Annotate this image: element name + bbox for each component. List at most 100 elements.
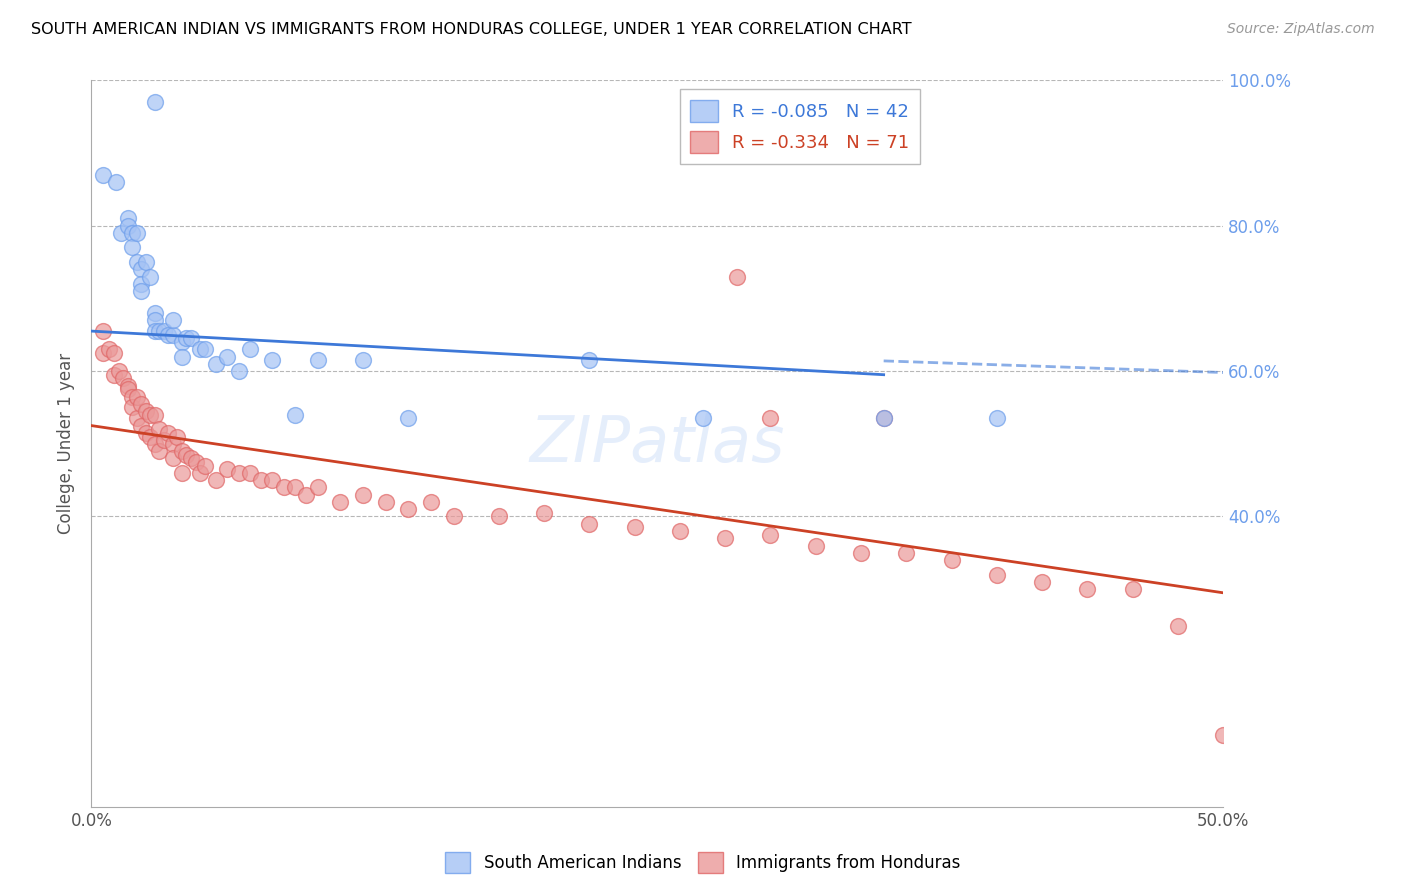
Point <box>396 502 419 516</box>
Point <box>307 353 329 368</box>
Point <box>125 226 148 240</box>
Point <box>804 539 827 553</box>
Point <box>148 324 170 338</box>
Point <box>176 448 198 462</box>
Point <box>193 343 217 357</box>
Point <box>986 411 1008 425</box>
Point <box>129 277 152 291</box>
Point <box>143 408 166 422</box>
Point <box>91 324 114 338</box>
Point <box>623 520 645 534</box>
Point <box>162 327 184 342</box>
Point <box>1167 618 1189 632</box>
Point <box>129 397 152 411</box>
Point <box>228 364 250 378</box>
Point <box>148 422 170 436</box>
Point <box>121 390 143 404</box>
Point <box>1122 582 1144 597</box>
Point <box>262 353 284 368</box>
Point <box>139 429 162 443</box>
Point <box>117 382 139 396</box>
Point <box>725 269 748 284</box>
Point <box>103 346 125 360</box>
Point <box>205 357 228 371</box>
Point <box>143 306 166 320</box>
Point <box>396 411 419 425</box>
Point <box>129 262 152 277</box>
Point <box>91 346 114 360</box>
Point <box>103 368 125 382</box>
Point <box>110 226 132 240</box>
Point <box>578 353 600 368</box>
Point <box>162 313 184 327</box>
Point <box>176 331 198 345</box>
Point <box>239 466 262 480</box>
Point <box>117 219 139 233</box>
Point <box>250 473 273 487</box>
Point <box>759 527 782 541</box>
Point <box>135 404 157 418</box>
Point <box>941 553 963 567</box>
Y-axis label: College, Under 1 year: College, Under 1 year <box>58 353 76 534</box>
Point <box>121 226 143 240</box>
Point <box>117 211 139 226</box>
Point <box>188 343 211 357</box>
Point <box>692 411 714 425</box>
Point <box>262 473 284 487</box>
Point <box>125 411 148 425</box>
Point <box>180 451 202 466</box>
Text: ZIP​atlas: ZIP​atlas <box>530 413 785 475</box>
Point <box>170 466 193 480</box>
Point <box>162 436 184 450</box>
Point <box>578 516 600 531</box>
Point <box>986 567 1008 582</box>
Point <box>896 546 918 560</box>
Point <box>143 436 166 450</box>
Point <box>217 350 239 364</box>
Point <box>228 466 250 480</box>
Point <box>153 433 176 447</box>
Point <box>352 353 374 368</box>
Point <box>107 364 129 378</box>
Point <box>533 506 555 520</box>
Point <box>117 378 139 392</box>
Point <box>1212 728 1234 742</box>
Point <box>193 458 217 473</box>
Point <box>180 331 202 345</box>
Point <box>872 411 894 425</box>
Point <box>170 334 193 349</box>
Point <box>143 313 166 327</box>
Point <box>153 324 176 338</box>
Point <box>143 95 166 109</box>
Point <box>759 411 782 425</box>
Point <box>1076 582 1098 597</box>
Point <box>105 175 128 189</box>
Point <box>129 284 152 298</box>
Point <box>188 466 211 480</box>
Point <box>284 480 307 494</box>
Point <box>239 343 262 357</box>
Point <box>129 418 152 433</box>
Legend: R = -0.085   N = 42, R = -0.334   N = 71: R = -0.085 N = 42, R = -0.334 N = 71 <box>679 89 920 164</box>
Point <box>125 255 148 269</box>
Point <box>273 480 295 494</box>
Point <box>284 408 307 422</box>
Point <box>374 495 396 509</box>
Point <box>98 343 121 357</box>
Point <box>162 451 184 466</box>
Point <box>205 473 228 487</box>
Point <box>135 255 157 269</box>
Point <box>121 401 143 415</box>
Point <box>112 371 135 385</box>
Legend: South American Indians, Immigrants from Honduras: South American Indians, Immigrants from … <box>439 846 967 880</box>
Point <box>166 429 188 443</box>
Point <box>139 269 162 284</box>
Point <box>217 462 239 476</box>
Point <box>157 327 180 342</box>
Point <box>157 425 180 440</box>
Point <box>170 350 193 364</box>
Point <box>488 509 510 524</box>
Point <box>184 455 207 469</box>
Point <box>352 488 374 502</box>
Point <box>714 531 737 545</box>
